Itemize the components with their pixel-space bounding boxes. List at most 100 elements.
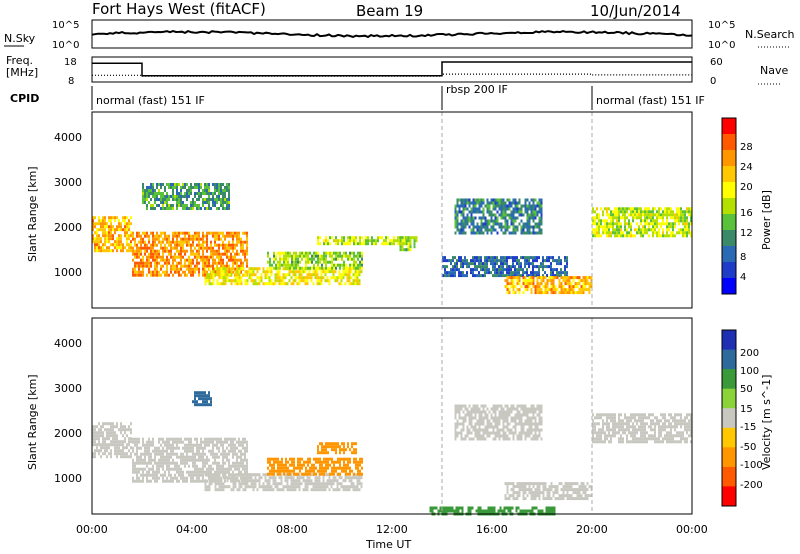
power-cells-cell: [104, 231, 106, 235]
power-cells-cell: [395, 239, 397, 243]
power-cells-cell: [236, 237, 238, 241]
power-cells-cell: [642, 225, 644, 229]
velocity-cells-cell: [206, 488, 209, 492]
velocity-cells-cell: [460, 404, 463, 408]
power-cells-cell: [413, 245, 416, 249]
power-cells-cell: [212, 198, 214, 201]
power-cells-cell: [496, 222, 499, 226]
power-cells-cell: [568, 279, 571, 283]
velocity-cells-cell: [240, 449, 242, 453]
power-cells-cell: [168, 195, 170, 198]
velocity-cells-cell: [349, 469, 351, 473]
power-cells-cell: [490, 228, 493, 232]
power-cells-cell: [514, 274, 516, 278]
velocity-cells-cell: [226, 485, 229, 489]
power-cells-cell: [664, 207, 666, 211]
velocity-cells-cell: [534, 425, 537, 429]
power-cells-cell: [520, 256, 522, 260]
power-cells-cell: [628, 207, 630, 211]
power-cells-cell: [305, 257, 307, 261]
power-cells-cell: [222, 195, 224, 198]
power-cells-cell: [336, 279, 339, 283]
power-cells-cell: [556, 262, 558, 266]
power-cells-cell: [658, 228, 660, 232]
power-cells-cell: [194, 186, 196, 189]
velocity-cells-cell: [196, 452, 198, 456]
velocity-cells-cell: [359, 469, 361, 473]
velocity-cells-cell: [526, 488, 529, 492]
power-cells-cell: [228, 201, 230, 204]
velocity-cells-cell: [138, 455, 140, 459]
power-cells-cell: [319, 236, 321, 240]
power-cells-cell: [616, 219, 618, 223]
power-cells-cell: [196, 207, 198, 210]
power-cells-cell: [522, 204, 525, 208]
velocity-cells-cell: [132, 458, 134, 462]
power-cells-cell: [544, 285, 547, 289]
velocity-cells-cell: [524, 419, 527, 423]
power-cells-cell: [546, 291, 549, 295]
power-cells-cell: [666, 231, 668, 235]
power-cells-cell: [450, 262, 452, 266]
power-cells-cell: [106, 234, 108, 238]
power-cells-cell: [182, 255, 184, 259]
power-cells-cell: [192, 267, 194, 271]
power-cells-cell: [652, 213, 654, 217]
power-cells-cell: [104, 237, 106, 241]
power-cells-cell: [274, 273, 277, 277]
velocity-cells-cell: [290, 482, 293, 486]
power-cells-cell: [328, 279, 331, 283]
power-cells-cell: [260, 276, 263, 280]
velocity-cells-cell: [136, 449, 138, 453]
power-cells-cell: [542, 256, 544, 260]
power-cells-cell: [466, 201, 469, 205]
velocity-cells-cell: [476, 437, 479, 441]
velocity-cells-cell: [172, 452, 174, 456]
power-cells-cell: [190, 234, 192, 238]
velocity-cells-cell: [502, 428, 505, 432]
power-cells-cell: [474, 265, 476, 269]
power-cells-cell: [252, 267, 255, 271]
velocity-cells-cell: [168, 446, 170, 450]
power-cells-cell: [514, 198, 517, 202]
power-cells-cell: [343, 236, 345, 240]
power-cells-cell: [168, 237, 170, 241]
velocity-cells-cell: [150, 461, 152, 465]
power-cells-cell: [216, 234, 218, 238]
velocity-cells-cell: [222, 455, 224, 459]
power-cells-cell: [160, 243, 162, 247]
velocity-cells-cell: [238, 485, 241, 489]
power-cells-cell: [160, 255, 162, 259]
power-cells-cell: [381, 236, 383, 240]
power-cells-cell: [94, 216, 96, 220]
velocity-cells-cell: [134, 440, 136, 444]
power-cells-cell: [266, 267, 269, 271]
power-cells-cell: [321, 263, 323, 267]
velocity-cells-cell: [325, 460, 327, 464]
velocity-cells-cell: [254, 482, 257, 486]
power-cells-cell: [164, 195, 166, 198]
velocity-cells-cell: [343, 469, 345, 473]
velocity-cells-cell: [244, 482, 247, 486]
velocity-cells-cell: [140, 467, 142, 471]
power-cells-cell: [156, 267, 158, 271]
velocity-cells-cell: [524, 422, 527, 426]
velocity-cells-cell: [214, 443, 216, 447]
power-cells-cell: [270, 270, 273, 274]
power-cells-cell: [230, 270, 233, 274]
power-cells-cell: [480, 219, 483, 223]
velocity-cells-cell: [92, 443, 94, 447]
power-cells-cell: [600, 207, 602, 211]
power-cells-cell: [628, 225, 630, 229]
power-cells-cell: [186, 189, 188, 192]
velocity-cells-cell: [293, 466, 295, 470]
power-cells-cell: [96, 249, 98, 253]
power-cells-cell: [498, 268, 500, 272]
power-cells-cell: [138, 264, 140, 268]
velocity-cells-cell: [214, 455, 216, 459]
power-cells-cell: [150, 273, 152, 277]
velocity-cells-cell: [246, 467, 248, 471]
power-cells-cell: [315, 260, 317, 264]
power-cells-cell: [630, 231, 632, 235]
